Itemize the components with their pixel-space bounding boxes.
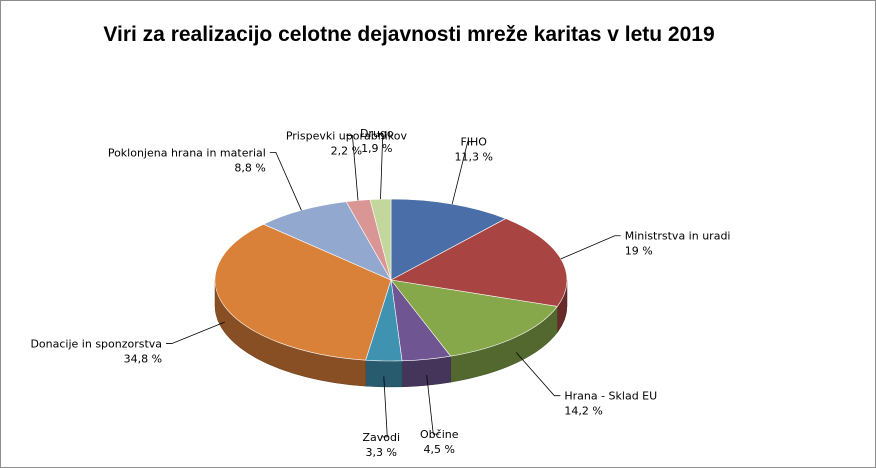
slice-value-drugo: 1,9 % (361, 142, 392, 155)
slice-ministrstva-in-uradi (390, 218, 568, 307)
pie-tops (214, 198, 568, 362)
slice-labels: FIHO 11,3 % Ministrstva in uradi 19 % Hrana … (30, 127, 730, 459)
slice-label-drugo: Drugo (360, 127, 394, 140)
slice-value-ministrstva-in-uradi: 19 % (625, 245, 653, 258)
leader-line-ministrstva-in-uradi (560, 235, 621, 260)
slice-hrana-sklad-eu (390, 279, 558, 357)
slice-label-prispevki-uporabnikov: Prispevki uporabnikov (286, 129, 408, 142)
leader-line-poklonjena-hrana-in-material (269, 151, 302, 211)
slice-poklonjena-hrana-in-material (262, 201, 392, 281)
leader-line-prispevki-uporabnikov (346, 135, 359, 201)
slice-value-zavodi: 3,3 % (366, 446, 397, 459)
slice-value-donacije-in-sponzorstva: 34,8 % (124, 352, 162, 365)
pie-sides (214, 279, 568, 388)
leader-line-fiho (451, 141, 474, 205)
leader-line-zavodi (381, 376, 388, 438)
slice-value-prispevki-uporabnikov: 2,2 % (331, 144, 362, 157)
leader-line-drugo (376, 132, 384, 200)
slice-label-fiho: FIHO (460, 136, 487, 149)
slice-label-zavodi: Zavodi (363, 431, 401, 444)
slice-label-ministrstva-in-uradi: Ministrstva in uradi (625, 230, 731, 243)
slice-value-fiho: 11,3 % (454, 151, 492, 164)
slice-drugo (369, 198, 392, 281)
leader-line-donacije-in-sponzorstva (166, 321, 225, 344)
slice-label-obcine: Občine (420, 428, 459, 441)
slice-label-donacije-in-sponzorstva: Donacije in sponzorstva (30, 337, 162, 350)
slice-donacije-in-sponzorstva (214, 223, 392, 361)
slice-label-poklonjena-hrana-in-material: Poklonjena hrana in material (108, 146, 266, 159)
chart-title: Viri za realizacijo celotne dejavnosti m… (103, 23, 714, 46)
slice-value-obcine: 4,5 % (424, 443, 455, 456)
slice-value-hrana-sklad-eu: 14,2 % (564, 405, 602, 418)
slice-value-poklonjena-hrana-in-material: 8,8 % (234, 161, 265, 174)
slice-label-hrana-sklad-eu: Hrana - Sklad EU (564, 390, 657, 403)
leader-line-hrana-sklad-eu (515, 352, 561, 397)
leader-line-obcine (426, 374, 440, 435)
leader-lines (166, 132, 621, 438)
slice-fiho (390, 198, 507, 281)
